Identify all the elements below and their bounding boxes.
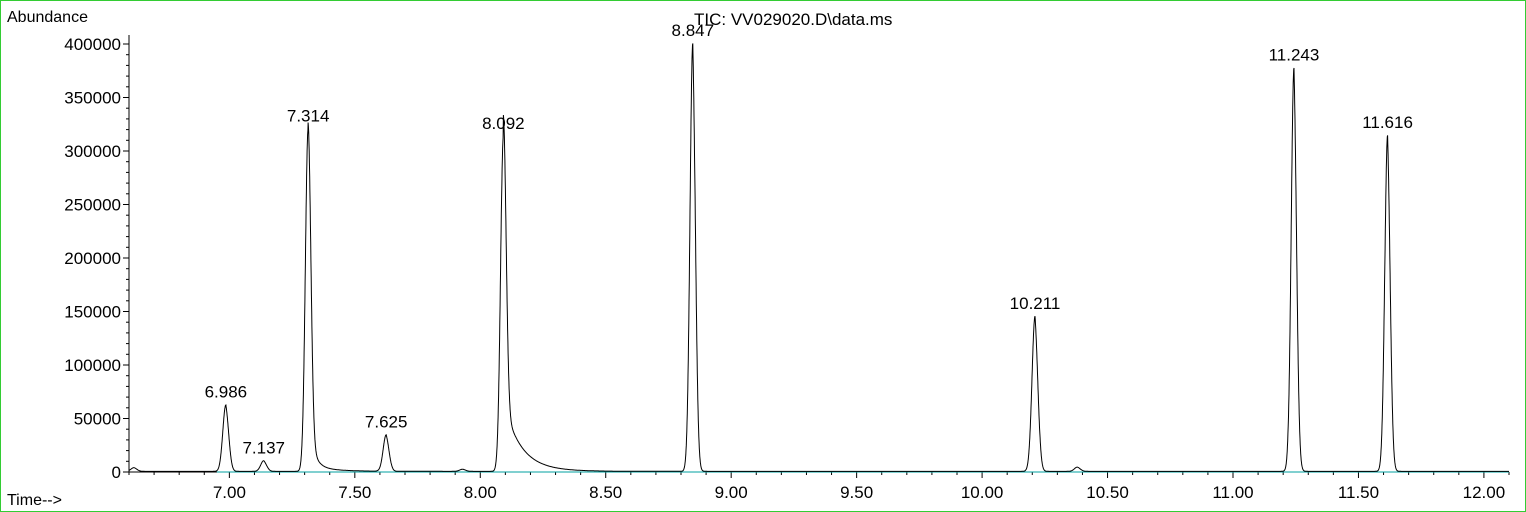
x-tick-label: 7.00 xyxy=(213,483,246,502)
peak-label: 8.092 xyxy=(482,114,525,133)
y-tick-label: 100000 xyxy=(64,356,121,375)
y-tick-label: 200000 xyxy=(64,249,121,268)
peak-label: 11.243 xyxy=(1269,46,1320,65)
x-axis-label: Time--> xyxy=(7,492,62,509)
peak-labels: 6.986 7.137 7.314 7.625 8.092 8.847 10.211 11.2… xyxy=(205,21,1413,457)
peak-label: 7.625 xyxy=(365,413,408,432)
peak-label: 6.986 xyxy=(205,383,248,402)
y-tick-label: 400000 xyxy=(64,35,121,54)
x-tick-label: 9.50 xyxy=(840,483,873,502)
x-tick-label: 11.50 xyxy=(1338,483,1379,502)
x-tick-label: 8.00 xyxy=(464,483,497,502)
y-tick-label: 250000 xyxy=(64,196,121,215)
y-tick-label: 350000 xyxy=(64,89,121,108)
peak-label: 11.616 xyxy=(1362,113,1413,132)
y-axis-label: Abundance xyxy=(7,9,88,26)
x-tick-label: 8.50 xyxy=(589,483,622,502)
x-tick-label: 9.00 xyxy=(715,483,748,502)
x-tick-label: 10.50 xyxy=(1086,483,1129,502)
x-tick-label: 11.00 xyxy=(1212,483,1253,502)
y-tick-label: 150000 xyxy=(64,303,121,322)
peak-label: 7.137 xyxy=(242,438,285,457)
y-tick-label: 50000 xyxy=(74,410,121,429)
peak-label: 10.211 xyxy=(1010,294,1061,313)
peak-label: 7.314 xyxy=(287,107,330,126)
chart-title: TIC: VV029020.D\data.ms xyxy=(694,10,892,29)
x-tick-label: 7.50 xyxy=(338,483,371,502)
y-tick-label: 0 xyxy=(112,463,121,482)
tic-trace xyxy=(128,43,1509,472)
peak-label: 8.847 xyxy=(672,21,715,40)
x-tick-label: 10.00 xyxy=(961,483,1004,502)
y-tick-label: 300000 xyxy=(64,142,121,161)
axes: 0 50000 100000 150000 200000 250000 300000 3500… xyxy=(64,35,1510,502)
x-tick-label: 12.00 xyxy=(1463,483,1506,502)
